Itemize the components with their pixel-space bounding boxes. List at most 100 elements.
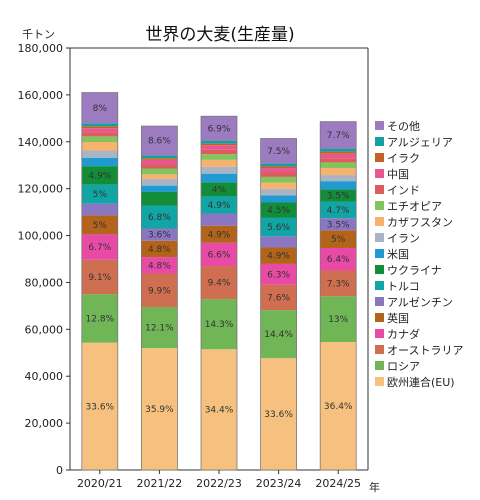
plot-area: 0 20,000 40,000 60,000 80,000 100,000 120,000 1… <box>18 42 369 490</box>
legend-label: インド <box>387 184 420 197</box>
bar-segment <box>201 166 237 174</box>
legend-label: カナダ <box>387 327 420 341</box>
bar-segment <box>260 284 297 311</box>
segment-share-label: 35.9% <box>145 405 174 415</box>
segment-share-label: 3.5% <box>327 191 350 201</box>
bar-segment <box>320 121 357 149</box>
bar-segment <box>320 296 357 342</box>
bar-segment <box>320 162 357 169</box>
segment-share-label: 3.5% <box>327 220 350 230</box>
segment-share-label: 4.8% <box>148 245 171 255</box>
bar-segment <box>320 270 357 297</box>
bar-segment <box>201 145 237 150</box>
bar-segment <box>81 234 118 260</box>
bar-segment <box>201 116 237 141</box>
bar-segment <box>201 143 237 146</box>
x-tick-label: 2021/22 <box>137 477 183 490</box>
bar-segment <box>81 126 118 129</box>
bar-segment <box>81 123 118 127</box>
bar-segment <box>260 217 297 237</box>
legend-label: 欧州連合(EU) <box>387 375 455 389</box>
bar-segment <box>320 175 357 182</box>
legend-swatch <box>375 169 384 178</box>
bar-segment <box>320 181 357 190</box>
legend-label: エチオピア <box>387 200 442 213</box>
segment-share-label: 8.6% <box>148 137 171 147</box>
segment-share-label: 4.9% <box>267 252 290 262</box>
chart-title: 世界の大麦(生産量) <box>145 25 294 45</box>
segment-share-label: 4.9% <box>208 201 231 211</box>
bar-segment <box>81 132 118 137</box>
legend-swatch <box>375 281 384 290</box>
legend-label: イラン <box>387 232 420 245</box>
bar-segment <box>201 213 237 226</box>
bar-segment <box>141 159 178 165</box>
bar-segment <box>141 174 178 180</box>
segment-share-label: 7.3% <box>327 279 350 289</box>
legend-swatch <box>375 265 384 274</box>
bar-segment <box>320 151 357 154</box>
legend-swatch <box>375 121 384 130</box>
segment-share-label: 33.6% <box>86 402 115 412</box>
segment-share-label: 9.9% <box>148 286 171 296</box>
y-axis-unit-label: 千トン <box>22 28 55 41</box>
legend-label: ロシア <box>387 360 420 373</box>
legend-swatch <box>375 217 384 226</box>
bar-segment <box>320 230 357 248</box>
bar-segment <box>260 166 297 169</box>
bar-segment <box>260 263 297 285</box>
bar-segment <box>260 172 297 177</box>
x-tick-label: 2023/24 <box>256 477 302 490</box>
bar-segment <box>201 149 237 155</box>
segment-share-label: 4.5% <box>267 206 290 216</box>
bar-segment <box>201 159 237 167</box>
bar-segment <box>81 203 118 216</box>
bar-segment <box>81 166 118 185</box>
segment-share-label: 33.6% <box>264 410 293 420</box>
bar-segment <box>260 182 297 189</box>
segment-share-label: 4.8% <box>148 261 171 271</box>
bar-segment <box>320 341 357 470</box>
segment-share-label: 6.3% <box>267 270 290 280</box>
bar-segment <box>81 128 118 133</box>
y-tick-label: 60,000 <box>25 323 64 336</box>
bar-segment <box>141 273 178 308</box>
bar-segment <box>81 342 118 470</box>
segment-share-label: 7.7% <box>327 131 350 141</box>
segment-share-label: 6.6% <box>208 250 231 260</box>
bar-segment <box>320 189 357 202</box>
legend-swatch <box>375 233 384 242</box>
legend: その他アルジェリアイラク中国インドエチオピアカザフスタンイラン米国ウクライナトル… <box>375 120 463 389</box>
segment-share-label: 4% <box>212 185 227 195</box>
bar-segment <box>260 358 297 470</box>
bar-segment <box>260 163 297 167</box>
bar-segment <box>81 184 118 204</box>
bar-segment <box>320 218 357 231</box>
segment-share-label: 4.9% <box>208 230 231 240</box>
bar-segment <box>141 158 178 160</box>
bar-segment <box>201 154 237 160</box>
legend-swatch <box>375 329 384 338</box>
bar-segment <box>141 126 178 156</box>
bar-segment <box>81 157 118 167</box>
legend-swatch <box>375 313 384 322</box>
bar-segment <box>260 247 297 264</box>
bar-segment <box>260 236 297 248</box>
bar-segment <box>81 294 118 343</box>
segment-share-label: 9.1% <box>88 273 111 283</box>
y-tick-label: 160,000 <box>18 89 64 102</box>
bar-segment <box>141 348 178 470</box>
segment-share-label: 7.5% <box>267 147 290 157</box>
segment-share-label: 5% <box>93 190 108 200</box>
segment-share-label: 6.4% <box>327 255 350 265</box>
y-tick-label: 20,000 <box>25 417 64 430</box>
segment-share-label: 14.3% <box>205 320 234 330</box>
legend-swatch <box>375 377 384 386</box>
segment-share-label: 7.6% <box>267 293 290 303</box>
legend-label: アルゼンチン <box>387 296 453 309</box>
bar-segment <box>320 158 357 163</box>
y-tick-label: 180,000 <box>18 42 64 55</box>
segment-share-label: 9.4% <box>208 279 231 289</box>
bar-segment <box>141 307 178 349</box>
